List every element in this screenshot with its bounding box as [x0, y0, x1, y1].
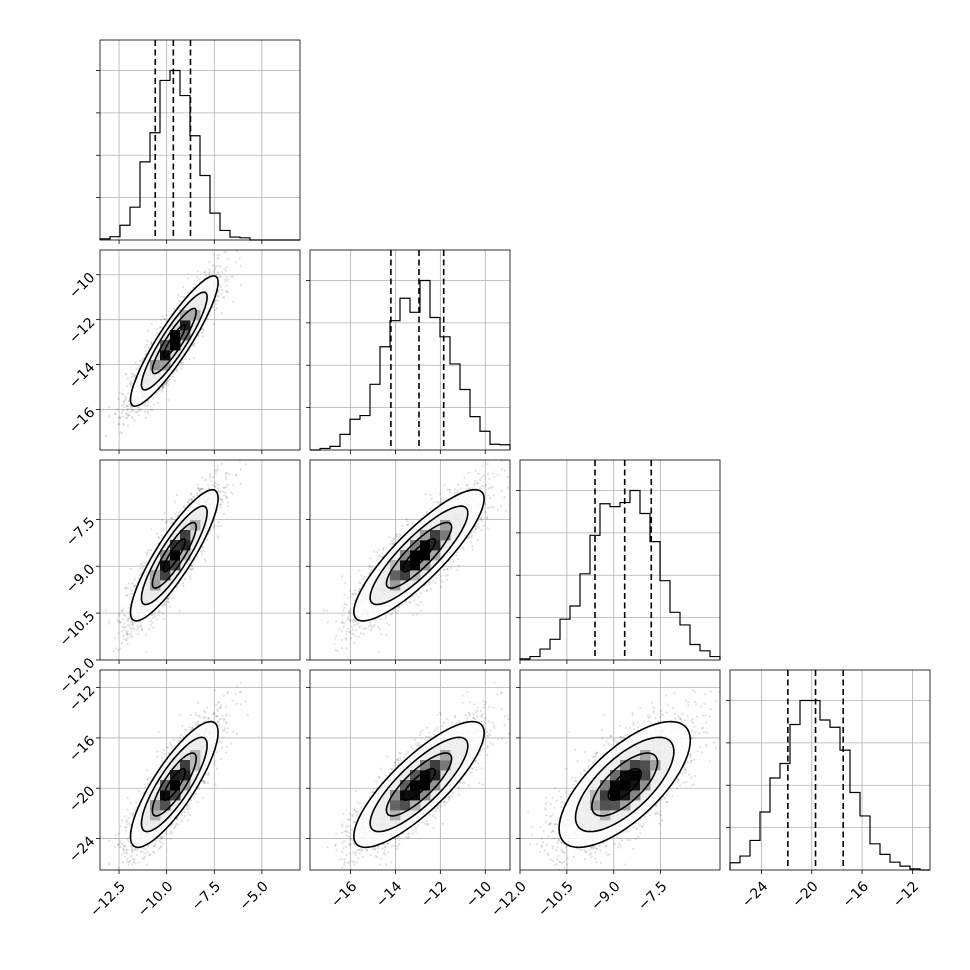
panel-2-1: [306, 459, 511, 664]
x-tick-label: −12: [418, 879, 450, 911]
contour-line: [140, 505, 208, 606]
panel-frame: [99, 459, 301, 661]
x-tick-label: −12: [890, 879, 922, 911]
x-tick-label: −9.0: [588, 879, 623, 914]
x-tick-label: −12.5: [87, 879, 129, 921]
contour-line: [162, 538, 186, 573]
contour-line: [369, 736, 469, 833]
hist-panel-1: [306, 249, 511, 454]
y-tick-label: −7.5: [63, 514, 98, 549]
x-tick-label: −20: [789, 879, 821, 911]
y-tick-label: −10.5: [57, 608, 99, 650]
y-tick-label: −9.0: [63, 561, 98, 596]
x-tick-label: −10.5: [535, 879, 577, 921]
contour-line: [574, 736, 675, 833]
y-tick-label: −24: [66, 834, 98, 866]
contour-line: [162, 323, 186, 359]
panel-frame: [99, 669, 301, 871]
contour-line: [151, 307, 198, 375]
contour-line: [129, 488, 219, 622]
x-tick-label: −16: [840, 879, 872, 911]
contour-line: [162, 767, 186, 802]
y-tick-label: −12: [66, 315, 98, 347]
contour-line: [129, 275, 219, 408]
panel-1-0: [96, 249, 301, 454]
contour-line: [385, 521, 453, 589]
x-tick-label: −5.0: [236, 879, 271, 914]
panel-2-0: [96, 459, 301, 664]
y-tick-label: −14: [66, 360, 98, 392]
contour-line: [151, 521, 198, 589]
x-tick-label: −7.5: [189, 879, 224, 914]
panel-frame: [99, 249, 301, 451]
x-tick-label: −10.0: [135, 879, 177, 921]
contour-line: [369, 505, 469, 606]
contour-line: [151, 752, 198, 817]
contour-line: [352, 488, 485, 622]
panel-3-1: [306, 669, 511, 874]
y-tick-label: −20: [66, 783, 98, 815]
contour-line: [401, 767, 437, 802]
x-tick-label: −12.0: [488, 879, 530, 921]
contour-line: [591, 752, 659, 817]
hist-panel-0: [96, 39, 301, 244]
contour-line: [129, 720, 219, 849]
panel-frame: [309, 459, 511, 661]
contour-line: [558, 720, 692, 849]
x-tick-label: −16: [328, 879, 360, 911]
histogram-step: [99, 69, 300, 241]
panel-3-0: [96, 669, 301, 874]
y-tick-label: −16: [66, 405, 98, 437]
panel-frame: [99, 39, 301, 241]
panel-frame: [519, 669, 721, 871]
hist-panel-2: [516, 459, 721, 664]
y-tick-label: −16: [66, 733, 98, 765]
contour-line: [401, 538, 437, 573]
histogram-step: [310, 279, 511, 451]
contour-line: [140, 291, 208, 391]
contour-line: [352, 720, 486, 849]
y-tick-label: −10: [66, 270, 98, 302]
histogram-step: [519, 489, 721, 660]
panel-frame: [309, 669, 511, 871]
panel-3-2: [516, 669, 721, 874]
panel-frame: [519, 459, 721, 661]
x-tick-label: −7.5: [635, 879, 670, 914]
panel-frame: [309, 249, 511, 451]
contour-line: [607, 767, 642, 802]
x-tick-label: −24: [739, 879, 771, 911]
x-tick-label: −14: [373, 879, 405, 911]
histogram-step: [729, 699, 930, 871]
panel-frame: [729, 669, 931, 871]
hist-panel-3: [726, 669, 931, 874]
contour-line: [140, 736, 208, 833]
contour-line: [385, 752, 453, 817]
